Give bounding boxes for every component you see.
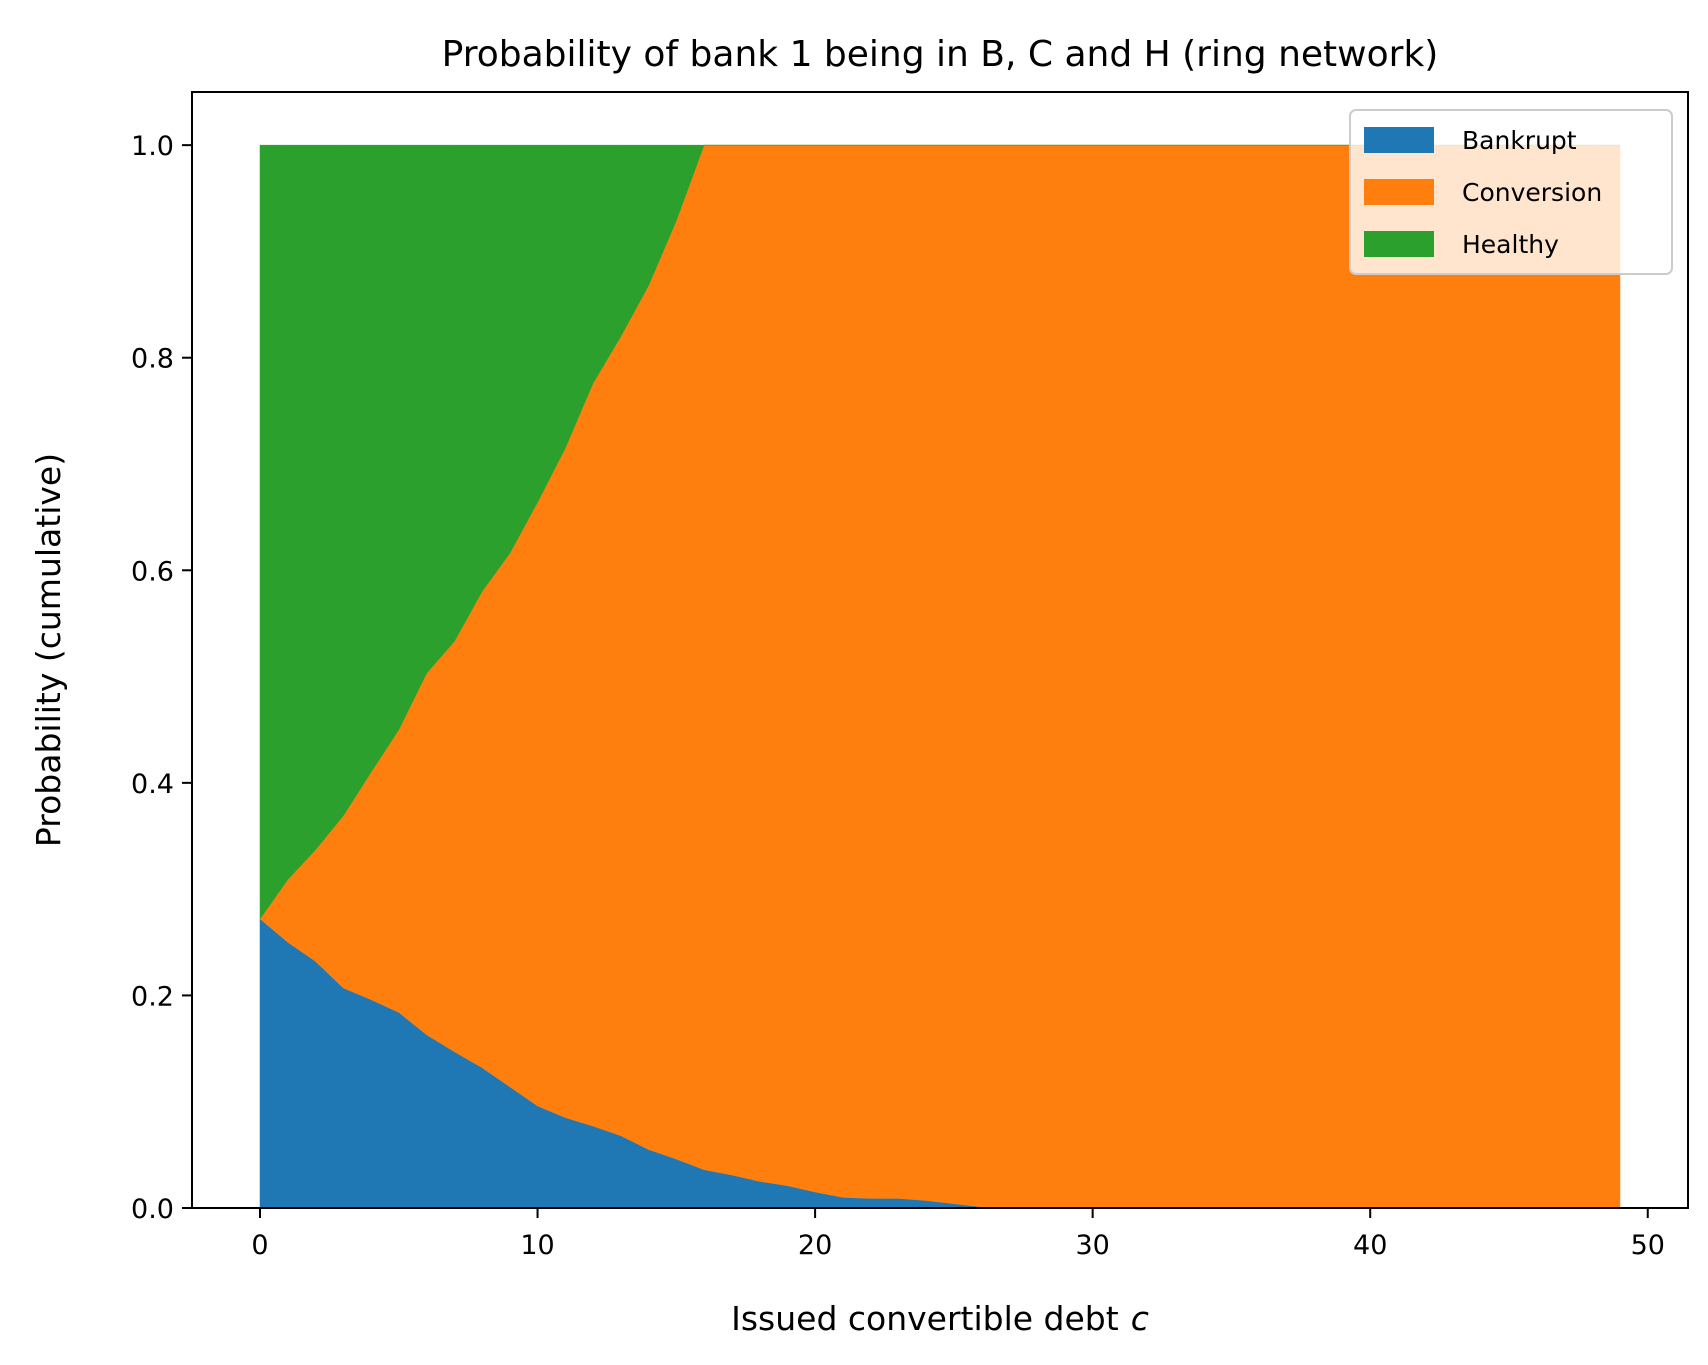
x-axis-label-text: Issued convertible debt: [731, 1299, 1119, 1338]
stacked-areas: [259, 144, 1621, 1209]
plot-frame: [191, 91, 1689, 1209]
y-tick-label: 0.8: [131, 344, 174, 375]
x-axis: 0 10 20 30 40 50: [251, 1208, 1665, 1261]
y-axis: 0.0 0.2 0.4 0.6 0.8 1.0: [131, 131, 192, 1225]
x-tick-label: 20: [798, 1230, 832, 1261]
y-tick-label: 0.4: [131, 769, 174, 800]
y-axis-label: Probability (cumulative): [29, 453, 68, 847]
x-axis-label: Issued convertible debt c: [731, 1299, 1149, 1338]
y-tick-label: 0.0: [131, 1194, 174, 1225]
chart-title: Probability of bank 1 being in B, C and …: [442, 34, 1439, 75]
x-axis-label-variable: c: [1131, 1299, 1149, 1338]
legend-swatch-bankrupt: [1364, 127, 1434, 153]
legend-swatch-conversion: [1364, 179, 1434, 205]
y-tick-label: 1.0: [131, 131, 174, 162]
x-tick-label: 10: [520, 1230, 554, 1261]
legend: Bankrupt Conversion Healthy: [1349, 109, 1673, 275]
legend-label-healthy: Healthy: [1462, 230, 1559, 259]
legend-label-conversion: Conversion: [1462, 178, 1602, 207]
y-tick-label: 0.6: [131, 556, 174, 587]
x-tick-label: 0: [251, 1230, 268, 1261]
x-tick-label: 40: [1353, 1230, 1387, 1261]
x-tick-label: 30: [1075, 1230, 1109, 1261]
y-tick-label: 0.2: [131, 981, 174, 1012]
legend-swatch-healthy: [1364, 231, 1434, 257]
legend-label-bankrupt: Bankrupt: [1462, 126, 1577, 155]
x-tick-label: 50: [1631, 1230, 1665, 1261]
